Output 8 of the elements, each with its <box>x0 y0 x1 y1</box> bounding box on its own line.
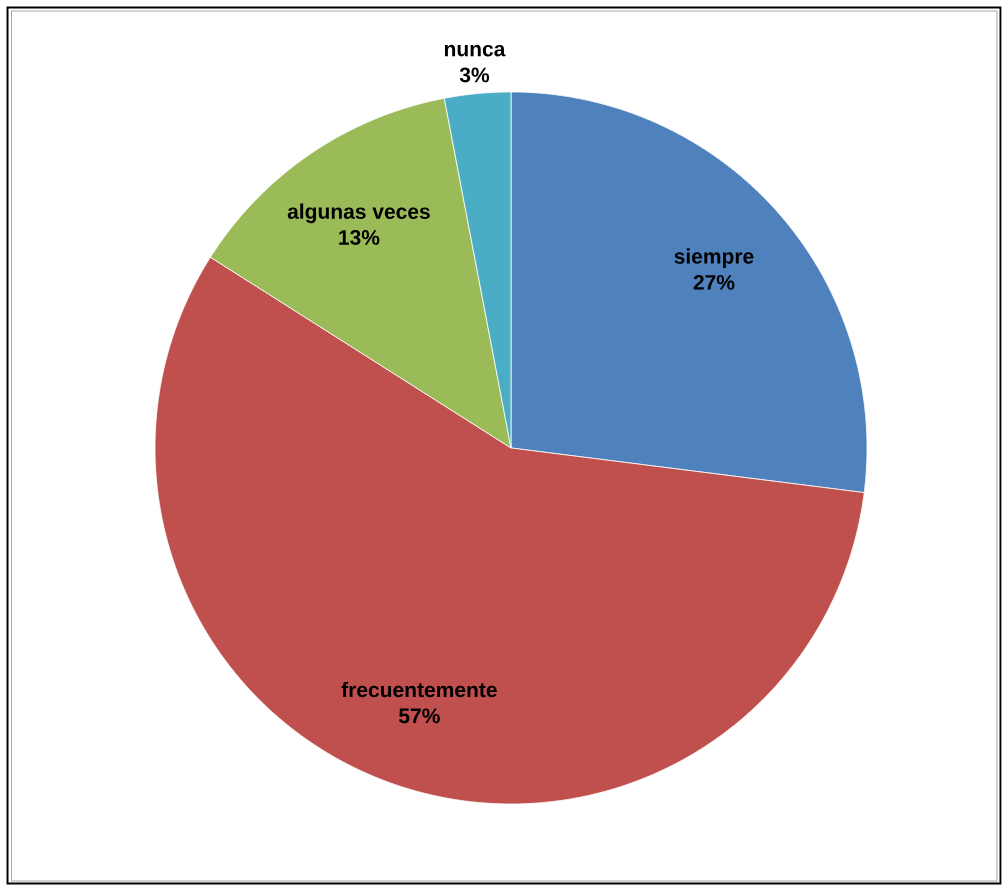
data-label: 13% <box>339 230 380 245</box>
slice-label: nunca <box>444 44 506 57</box>
slice-label: frecuentemente <box>341 681 497 698</box>
data-label: 57% <box>398 708 440 724</box>
slice-label: algunas veces <box>287 203 430 224</box>
slice-label: siempre <box>674 248 754 268</box>
data-label: 3% <box>459 67 490 83</box>
data-label: 27% <box>693 274 735 290</box>
